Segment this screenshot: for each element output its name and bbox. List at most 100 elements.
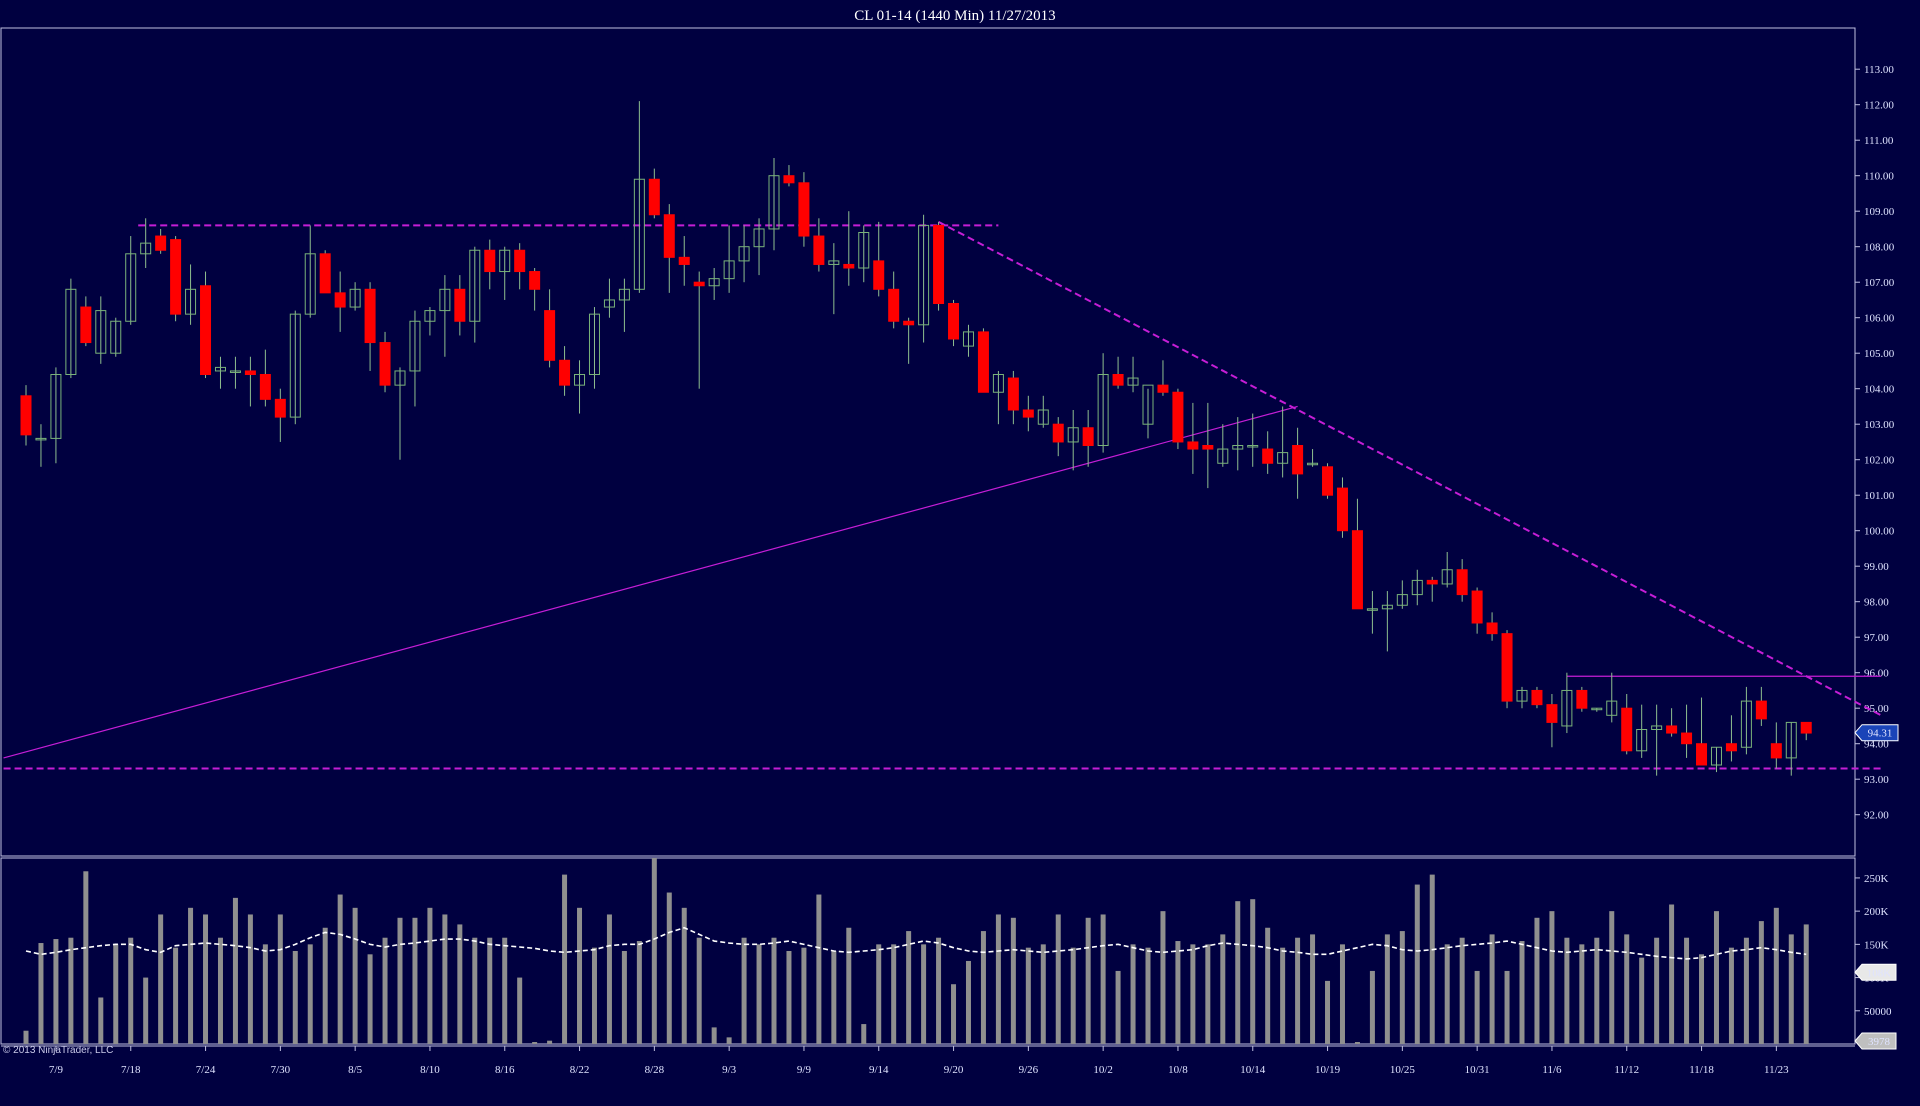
volume-moving-average <box>25 926 1807 960</box>
candle-body-up <box>424 310 436 322</box>
candle-body-down <box>678 256 690 265</box>
volume-bar <box>1235 901 1241 1044</box>
volume-bar <box>621 951 627 1044</box>
candle-body-up <box>1441 569 1453 585</box>
volume-bar <box>1115 970 1121 1044</box>
volume-bar <box>1190 944 1196 1044</box>
candle-body-down <box>1576 689 1588 709</box>
candle-body-up <box>1247 445 1259 448</box>
volume-tick-label: 250K <box>1864 873 1889 885</box>
candle-body-down <box>1157 384 1169 393</box>
candle-body-down <box>1770 743 1782 759</box>
volume-bar <box>173 947 179 1044</box>
candle-body-up <box>1710 746 1722 766</box>
x-tick-label: 8/5 <box>348 1064 363 1076</box>
candle-body-down <box>1187 441 1199 450</box>
last-bar-volume-box <box>1854 1032 1897 1050</box>
volume-bar <box>1624 934 1630 1044</box>
candle-body-up <box>723 260 735 280</box>
volume-bar <box>427 907 433 1044</box>
candle-body-up <box>229 370 241 373</box>
volume-bar <box>128 937 134 1044</box>
price-tick-label: 105.00 <box>1864 348 1895 360</box>
candle-body-up <box>828 260 840 265</box>
x-tick-label: 9/3 <box>722 1064 737 1076</box>
volume-tick-label: 50000 <box>1864 1006 1892 1018</box>
candle-body-down <box>873 260 885 290</box>
trendline <box>938 220 1882 717</box>
candle-body-up <box>1217 448 1229 464</box>
candle-body-up <box>1307 462 1319 466</box>
x-tick-label: 8/28 <box>645 1064 665 1076</box>
price-tick-label: 102.00 <box>1864 455 1895 467</box>
candle-body-up <box>1785 721 1797 759</box>
volume-bar <box>1325 980 1331 1044</box>
volume-bar <box>1250 899 1256 1044</box>
candle-body-up <box>1381 604 1393 610</box>
volume-bar <box>1025 947 1031 1044</box>
candle-body-down <box>1456 569 1468 596</box>
volume-bar <box>577 907 583 1044</box>
candle-body-down <box>559 359 571 386</box>
candle-body-up <box>304 253 316 315</box>
volume-bar <box>1384 934 1390 1044</box>
volume-bar <box>532 1042 538 1044</box>
candle-body-up <box>918 224 930 326</box>
volume-bar <box>277 914 283 1044</box>
candle-body-down <box>813 235 825 265</box>
volume-bar <box>457 924 463 1044</box>
volume-panel[interactable]: 250K200K150K100K50000 <box>0 857 1892 1045</box>
candle-body-up <box>768 175 780 230</box>
volume-bar <box>262 944 268 1044</box>
candle-body-up <box>708 278 720 287</box>
candle-body-up <box>125 253 137 322</box>
price-axis: 113.00 112.00 111.00 110.00 109.00 108.00 107.… <box>1855 64 1895 822</box>
volume-bar <box>801 947 807 1044</box>
candle-body-down <box>200 285 212 375</box>
candle-body-down <box>454 288 466 322</box>
volume-bar <box>965 960 971 1044</box>
volume-bar <box>606 914 612 1044</box>
volume-bar <box>322 927 328 1044</box>
price-panel[interactable]: 113.00 112.00 111.00 110.00 109.00 108.00 107.… <box>0 27 1895 857</box>
candle-body-down <box>693 281 705 287</box>
last-price-box <box>1854 724 1899 742</box>
price-tick-label: 94.00 <box>1864 739 1889 751</box>
volume-bar <box>666 892 672 1044</box>
volume-bar <box>1399 931 1405 1044</box>
candles <box>20 101 1812 776</box>
candle-body-up <box>1740 700 1752 748</box>
last-price-marker: 94.31 <box>1854 724 1899 742</box>
x-tick-label: 11/6 <box>1542 1064 1562 1076</box>
x-tick-label: 7/18 <box>121 1064 141 1076</box>
candle-body-up <box>618 288 630 301</box>
price-panel-frame <box>0 27 1856 857</box>
volume-bar <box>1010 917 1016 1044</box>
candle-body-up <box>633 178 645 290</box>
candle-body-up <box>140 242 152 255</box>
candle-body-up <box>65 288 77 375</box>
volume-bar <box>1564 937 1570 1044</box>
candle-body-down <box>1022 409 1034 418</box>
volume-bar <box>1684 937 1690 1044</box>
candle-body-down <box>1486 622 1498 635</box>
price-tick-label: 108.00 <box>1864 242 1895 254</box>
candle-body-up <box>110 320 122 354</box>
volume-bar <box>816 894 822 1044</box>
volume-bar <box>1130 944 1136 1044</box>
candle-body-down <box>1621 707 1633 752</box>
candle-body-down <box>977 331 989 393</box>
candle-body-up <box>394 370 406 386</box>
volume-bar <box>1145 947 1151 1044</box>
candle-body-up <box>95 310 107 354</box>
candle-body-down <box>364 288 376 344</box>
volume-bar <box>1369 970 1375 1044</box>
volume-bar <box>1803 924 1809 1044</box>
candle-body-up <box>588 313 600 375</box>
candle-body-up <box>753 228 765 248</box>
candle-body-down <box>1546 704 1558 723</box>
volume-bar <box>681 907 687 1044</box>
volume-bar <box>1040 944 1046 1044</box>
volume-tick-label: 200K <box>1864 906 1889 918</box>
candle-body-down <box>1725 743 1737 752</box>
